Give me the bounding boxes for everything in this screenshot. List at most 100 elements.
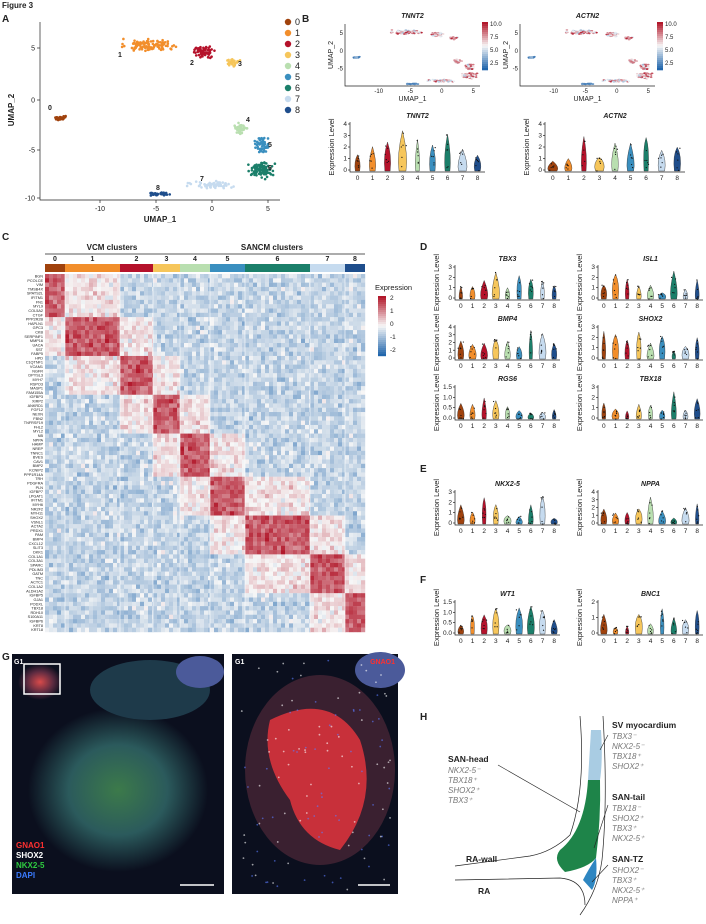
heatmap-cell — [53, 278, 58, 283]
colorbar-step — [657, 38, 663, 41]
heatmap-cell — [353, 351, 358, 357]
heatmap-cell — [132, 407, 137, 413]
heatmap-cell — [214, 299, 219, 305]
heatmap-cell — [222, 377, 227, 383]
heatmap-cell — [305, 420, 310, 426]
feature-point — [404, 29, 408, 31]
heatmap-cell — [132, 312, 137, 318]
heatmap-cell — [230, 351, 235, 357]
heatmap-cell — [169, 286, 174, 292]
heatmap-cell — [120, 420, 125, 426]
heatmap-cell — [120, 312, 125, 318]
heatmap-cell — [345, 403, 350, 408]
heatmap-cell — [153, 278, 158, 283]
heatmap-cell — [238, 278, 243, 283]
heatmap-cell — [222, 412, 227, 417]
heatmap-cell — [188, 399, 193, 404]
heatmap-cell — [265, 304, 270, 309]
heatmap-cell — [109, 299, 114, 305]
heatmap-cell — [192, 381, 197, 387]
heatmap-cell — [153, 312, 158, 318]
heatmap-cell — [257, 386, 262, 391]
heatmap-cell — [89, 343, 94, 348]
heatmap-cell — [204, 317, 209, 322]
colorbar-label: 10.0 — [490, 22, 502, 28]
heatmap-cell — [234, 321, 239, 326]
feature-point — [471, 77, 475, 79]
cluster-label: 2 — [190, 60, 194, 67]
heatmap-cell — [85, 299, 90, 305]
heatmap-cell — [165, 274, 170, 279]
heatmap-cell — [97, 373, 102, 378]
violin-point — [596, 170, 598, 172]
heatmap-cell — [265, 399, 270, 404]
heatmap-cell — [285, 386, 290, 391]
heatmap-cell — [261, 351, 266, 357]
heatmap-cell — [120, 412, 125, 417]
heatmap-cell — [77, 334, 82, 339]
heatmap-cell — [257, 412, 262, 417]
heatmap-cell — [273, 399, 278, 404]
heatmap-cell — [77, 299, 82, 305]
y-axis-label: UMAP_2 — [7, 93, 16, 126]
umap-point — [230, 186, 233, 189]
heatmap-cell — [188, 403, 193, 408]
heatmap-cell — [97, 338, 102, 344]
heatmap-cell — [338, 364, 343, 370]
heatmap-cell — [322, 416, 327, 421]
heatmap-cell — [169, 373, 174, 378]
umap-point — [146, 41, 150, 45]
heatmap-cell — [53, 412, 58, 417]
heatmap-cell — [113, 355, 118, 361]
heatmap-cell — [253, 334, 258, 339]
violin-point — [445, 134, 448, 136]
heatmap-cell — [326, 343, 331, 348]
heatmap-cell — [173, 386, 178, 391]
heatmap-cell — [85, 278, 90, 283]
heatmap-cell — [77, 304, 82, 309]
heatmap-cell — [349, 330, 354, 335]
heatmap-cell — [188, 274, 193, 279]
heatmap-cell — [165, 394, 170, 400]
heatmap-cell — [289, 351, 294, 357]
umap-point — [159, 40, 162, 44]
umap-point — [234, 126, 237, 129]
heatmap-cell — [334, 282, 339, 288]
umap-point — [158, 47, 161, 50]
umap-point — [164, 44, 168, 48]
heatmap-cell — [161, 390, 166, 395]
heatmap-cell — [101, 291, 106, 296]
heatmap-cell — [157, 429, 162, 434]
heatmap-cell — [318, 368, 323, 374]
heatmap-cell — [136, 373, 141, 378]
heatmap-cell — [136, 429, 141, 434]
y-tick-label: -5 — [29, 148, 35, 155]
heatmap-cell — [305, 364, 310, 370]
violin-point — [613, 147, 616, 150]
heatmap-cell — [310, 420, 315, 426]
heatmap-cell — [310, 286, 315, 292]
heatmap-cell — [249, 351, 254, 357]
heatmap-cell — [200, 278, 205, 283]
heatmap-cell — [318, 399, 323, 404]
heatmap-cell — [128, 304, 133, 309]
heatmap-cell — [357, 368, 362, 374]
colorbar-step — [482, 68, 488, 71]
heatmap-cell — [132, 420, 137, 426]
feature-point — [467, 65, 470, 68]
heatmap-cell — [49, 355, 54, 361]
umap-point — [254, 146, 257, 149]
heatmap-cell — [188, 386, 193, 391]
heatmap-cell — [257, 424, 262, 430]
heatmap-cell — [305, 291, 310, 296]
heatmap-cell — [77, 403, 82, 408]
heatmap-cell — [245, 330, 250, 335]
heatmap-cell — [349, 312, 354, 318]
heatmap-cell — [353, 364, 358, 370]
heatmap-cell — [165, 412, 170, 417]
legend-swatch — [284, 95, 292, 103]
heatmap-cell — [101, 317, 106, 322]
heatmap-cell — [81, 338, 86, 344]
heatmap-cell — [113, 377, 118, 383]
heatmap-cell — [192, 351, 197, 357]
